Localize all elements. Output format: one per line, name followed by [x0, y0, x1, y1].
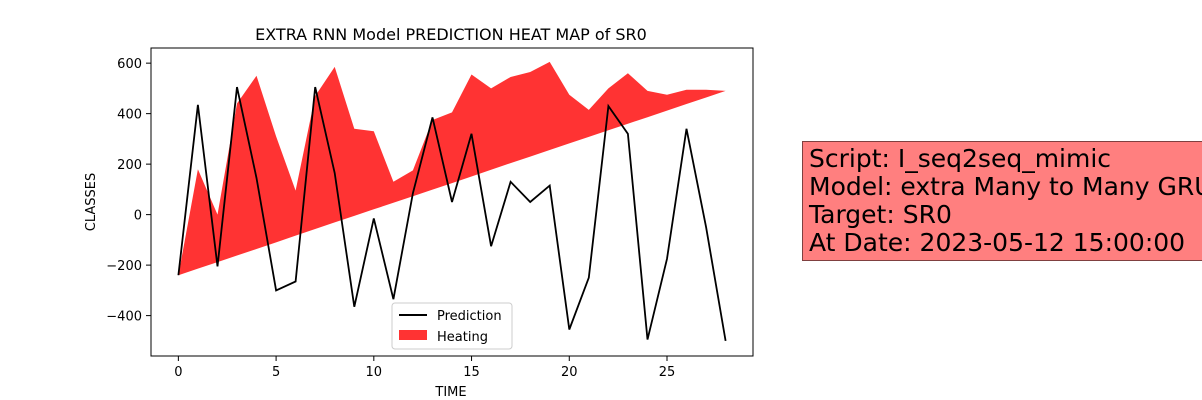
prediction-line — [177, 86, 727, 342]
info-target-line: Target: SR0 — [809, 200, 952, 229]
legend-prediction-label: Prediction — [437, 309, 502, 324]
x-tick-label: 15 — [463, 365, 480, 380]
info-script-line: Script: I_seq2seq_mimic — [809, 144, 1112, 173]
y-tick-label: 200 — [117, 158, 142, 173]
y-axis-ticks: −400 −200 0 200 400 600 — [106, 57, 151, 325]
y-tick-label: 600 — [117, 57, 142, 72]
info-model-line: Model: extra Many to Many GRU — [809, 172, 1202, 201]
x-tick-label: 20 — [561, 365, 578, 380]
legend: Prediction Heating — [391, 302, 513, 350]
y-tick-label: 0 — [134, 209, 142, 224]
x-tick-label: 0 — [174, 365, 182, 380]
x-axis-ticks: 0 5 10 15 20 25 — [174, 356, 675, 380]
chart-title: EXTRA RNN Model PREDICTION HEAT MAP of S… — [255, 25, 647, 44]
x-tick-label: 25 — [659, 365, 676, 380]
plot-frame — [150, 47, 754, 357]
y-tick-label: −400 — [106, 310, 142, 325]
legend-heating-swatch — [399, 330, 427, 340]
legend-heating-label: Heating — [437, 330, 488, 345]
heating-area-layer — [178, 61, 726, 276]
info-date-line: At Date: 2023-05-12 15:00:00 — [809, 228, 1186, 257]
x-tick-label: 5 — [272, 365, 280, 380]
x-axis-label: TIME — [434, 385, 466, 400]
y-axis-label: CLASSES — [84, 173, 99, 231]
info-box: Script: I_seq2seq_mimic Model: extra Man… — [802, 141, 1202, 261]
y-tick-label: −200 — [106, 259, 142, 274]
heating-area — [178, 61, 726, 276]
y-tick-label: 400 — [117, 108, 142, 123]
x-tick-label: 10 — [366, 365, 383, 380]
prediction-line-layer — [177, 86, 727, 342]
